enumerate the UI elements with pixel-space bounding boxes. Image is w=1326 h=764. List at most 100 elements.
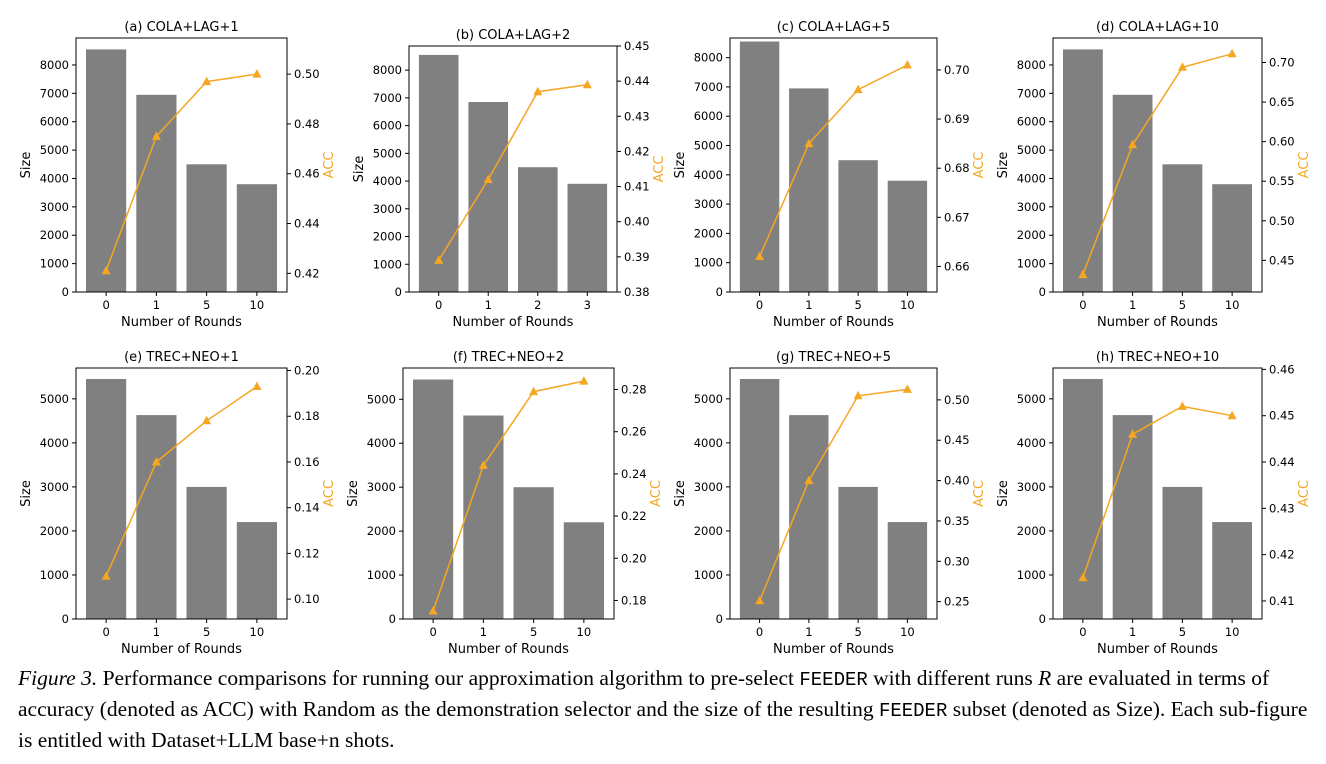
- panel-title: (f) TREC+NEO+2: [453, 350, 564, 365]
- y-tick-label: 5000: [1017, 392, 1046, 406]
- y-tick-label: 8000: [40, 58, 69, 72]
- y-tick-label: 2000: [694, 524, 723, 538]
- size-bar: [186, 164, 227, 292]
- y2-tick-label: 0.41: [624, 180, 650, 194]
- size-bar: [418, 54, 459, 293]
- size-bar: [1112, 415, 1153, 619]
- y-tick-label: 6000: [1017, 115, 1046, 129]
- y-tick-label: 2000: [367, 524, 396, 538]
- y-tick-label: 2000: [40, 524, 69, 538]
- panel-a: 0 1000 2000 3000 4000 5000 6000 7000 8000 0.42 0.4…: [19, 20, 337, 330]
- y-tick-label: 3000: [367, 480, 396, 494]
- y-axis-label: Size: [19, 152, 34, 179]
- x-tick-label: 0: [1079, 298, 1086, 312]
- y-axis-label: Size: [346, 480, 361, 507]
- y-tick-label: 4000: [40, 171, 69, 185]
- acc-marker: [1078, 572, 1088, 582]
- y2-tick-label: 0.45: [944, 433, 970, 447]
- y-tick-label: 3000: [1017, 200, 1046, 214]
- x-tick-label: 1: [153, 298, 160, 312]
- y-tick-label: 7000: [694, 80, 723, 94]
- y2-tick-label: 0.42: [1269, 548, 1295, 562]
- acc-marker: [252, 69, 262, 78]
- y2-tick-label: 0.50: [294, 67, 320, 81]
- y2-tick-label: 0.38: [624, 285, 650, 299]
- acc-marker: [101, 265, 111, 275]
- acc-line: [105, 73, 258, 272]
- y2-tick-label: 0.65: [1269, 95, 1295, 109]
- y-tick-label: 5000: [694, 139, 723, 153]
- size-bar: [887, 180, 928, 292]
- y-tick-label: 0: [389, 612, 396, 626]
- y-tick-label: 5000: [373, 146, 402, 160]
- caption-lead: Figure 3.: [18, 666, 98, 690]
- y2-tick-label: 0.18: [294, 409, 320, 423]
- caption-term-feeder: FEEDER: [799, 669, 868, 691]
- y2-axis-label: ACC: [972, 152, 987, 179]
- y2-tick-label: 0.43: [624, 109, 650, 123]
- acc-line: [432, 380, 585, 612]
- y-tick-label: 2000: [40, 228, 69, 242]
- y-tick-label: 3000: [694, 480, 723, 494]
- y-tick-label: 1000: [373, 257, 402, 271]
- y-tick-label: 0: [62, 285, 69, 299]
- size-bar: [518, 167, 558, 292]
- y-tick-label: 6000: [373, 119, 402, 133]
- x-tick-label: 1: [1129, 625, 1136, 639]
- x-axis-label: Number of Rounds: [773, 642, 894, 657]
- y-axis-label: Size: [673, 152, 688, 179]
- size-bar: [1112, 94, 1153, 292]
- x-axis-label: Number of Rounds: [453, 315, 574, 330]
- y-tick-label: 5000: [40, 392, 69, 406]
- acc-marker: [804, 475, 814, 485]
- x-tick-label: 5: [1179, 625, 1186, 639]
- y2-axis-label: ACC: [649, 480, 664, 507]
- x-tick-label: 1: [480, 625, 487, 639]
- y-tick-label: 0: [716, 612, 723, 626]
- acc-marker: [582, 79, 592, 89]
- y-tick-label: 5000: [1017, 143, 1046, 157]
- y2-tick-label: 0.44: [294, 217, 320, 231]
- size-bar: [86, 49, 127, 293]
- plot-frame: [402, 367, 615, 620]
- size-bar: [468, 102, 508, 292]
- caption-text-4: subset (denoted as Size). Each sub-figur…: [18, 697, 1308, 752]
- size-bar: [413, 379, 454, 619]
- y-axis-label: Size: [352, 156, 367, 183]
- acc-marker: [1078, 269, 1088, 279]
- acc-line: [1082, 53, 1233, 275]
- y-tick-label: 6000: [40, 115, 69, 129]
- x-tick-label: 0: [435, 298, 442, 312]
- x-tick-label: 0: [1079, 625, 1086, 639]
- size-bar: [739, 41, 780, 292]
- plot-frame: [1052, 37, 1263, 293]
- y2-tick-label: 0.45: [624, 39, 650, 53]
- y-tick-label: 1000: [367, 568, 396, 582]
- y2-axis-label: ACC: [652, 156, 667, 183]
- size-bar: [838, 486, 878, 619]
- y2-tick-label: 0.10: [294, 592, 320, 606]
- plot-frame: [1052, 367, 1263, 620]
- size-bar: [887, 522, 928, 619]
- y2-tick-label: 0.55: [1269, 174, 1295, 188]
- caption-text-3: are evaluated in terms of accuracy (deno…: [18, 666, 1270, 721]
- x-tick-label: 10: [1225, 625, 1240, 639]
- y2-tick-label: 0.46: [294, 167, 320, 181]
- size-bar: [86, 379, 127, 619]
- y-axis-label: Size: [996, 480, 1011, 507]
- x-tick-label: 5: [854, 625, 861, 639]
- y-tick-label: 4000: [694, 168, 723, 182]
- x-tick-label: 1: [805, 625, 812, 639]
- y-tick-label: 3000: [373, 202, 402, 216]
- acc-marker: [151, 131, 161, 140]
- y2-tick-label: 0.70: [1269, 56, 1295, 70]
- y-tick-label: 2000: [1017, 524, 1046, 538]
- y-tick-label: 2000: [1017, 228, 1046, 242]
- caption-term-feeder-2: FEEDER: [878, 700, 948, 722]
- size-bar: [463, 415, 504, 619]
- y2-tick-label: 0.30: [944, 554, 970, 568]
- plot-frame: [75, 367, 288, 620]
- size-bar: [789, 415, 829, 619]
- y2-tick-label: 0.41: [1269, 594, 1295, 608]
- size-bar: [1162, 486, 1203, 619]
